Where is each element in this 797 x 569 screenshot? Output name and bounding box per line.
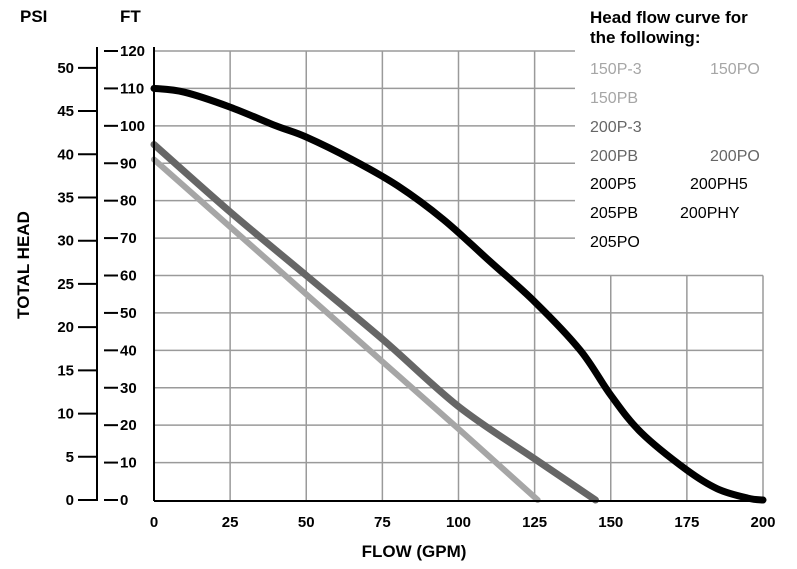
ft-tick-label: 80 xyxy=(120,193,137,210)
psi-unit-label: PSI xyxy=(20,7,47,26)
x-tick-label: 125 xyxy=(522,514,547,531)
legend-item: 205PO xyxy=(590,234,640,251)
series-line xyxy=(150,84,767,504)
psi-tick-label: 30 xyxy=(57,233,74,250)
series-line xyxy=(151,156,541,503)
x-axis-title: FLOW (GPM) xyxy=(362,542,467,561)
legend-item: 200P5 xyxy=(590,176,636,193)
psi-tick-label: 20 xyxy=(57,319,74,336)
ft-tick-label: 90 xyxy=(120,155,137,172)
legend-item: 200PO xyxy=(710,148,760,165)
legend-item: 150P-3 xyxy=(590,61,642,78)
psi-tick-label: 45 xyxy=(57,103,74,120)
ft-tick-label: 110 xyxy=(120,80,144,97)
legend-item: 150PB xyxy=(590,90,638,107)
y-axis-title: TOTAL HEAD xyxy=(14,211,33,319)
ft-tick-label: 60 xyxy=(120,268,137,285)
psi-tick-label: 50 xyxy=(57,60,74,77)
legend-item: 150PO xyxy=(710,61,760,78)
x-tick-label: 50 xyxy=(298,514,315,531)
legend-item: 205PB xyxy=(590,205,638,222)
x-tick-label: 25 xyxy=(222,514,239,531)
x-tick-label: 0 xyxy=(150,514,158,531)
psi-tick-label: 10 xyxy=(57,406,74,423)
legend-item: 200PH5 xyxy=(690,176,748,193)
legend-title-line2: the following: xyxy=(590,28,700,47)
series-lines xyxy=(150,84,767,504)
psi-tick-label: 15 xyxy=(57,362,74,379)
x-tick-label: 150 xyxy=(598,514,623,531)
ft-tick-label: 50 xyxy=(120,305,137,322)
psi-tick-label: 40 xyxy=(57,146,74,163)
psi-ticks: 0 5 10 15 20 25 30 35 40 45 50 xyxy=(57,60,97,509)
psi-tick-label: 5 xyxy=(66,449,74,466)
x-tick-label: 100 xyxy=(446,514,471,531)
x-ticks: 0 25 50 75 100 125 150 175 200 xyxy=(150,514,776,531)
ft-ticks: 0 10 20 30 40 50 60 70 80 90 100 110 120 xyxy=(104,43,145,509)
legend-item: 200P-3 xyxy=(590,119,642,136)
psi-tick-label: 25 xyxy=(57,276,74,293)
ft-tick-label: 70 xyxy=(120,230,137,247)
ft-tick-label: 100 xyxy=(120,118,145,135)
legend-item: 200PB xyxy=(590,148,638,165)
ft-tick-label: 0 xyxy=(120,492,128,509)
ft-tick-label: 120 xyxy=(120,43,145,60)
ft-tick-label: 40 xyxy=(120,342,137,359)
psi-tick-label: 0 xyxy=(66,492,74,509)
series-line xyxy=(150,141,599,504)
x-tick-label: 200 xyxy=(750,514,775,531)
ft-unit-label: FT xyxy=(120,7,141,26)
legend: Head flow curve for the following: 150P-… xyxy=(590,8,760,251)
axes xyxy=(96,47,765,502)
legend-title-line1: Head flow curve for xyxy=(590,8,748,27)
x-tick-label: 175 xyxy=(674,514,699,531)
ft-tick-label: 20 xyxy=(120,417,137,434)
ft-tick-label: 30 xyxy=(120,380,137,397)
x-tick-label: 75 xyxy=(374,514,391,531)
psi-tick-label: 35 xyxy=(57,189,74,206)
legend-item: 200PHY xyxy=(680,205,740,222)
ft-tick-label: 10 xyxy=(120,455,137,472)
